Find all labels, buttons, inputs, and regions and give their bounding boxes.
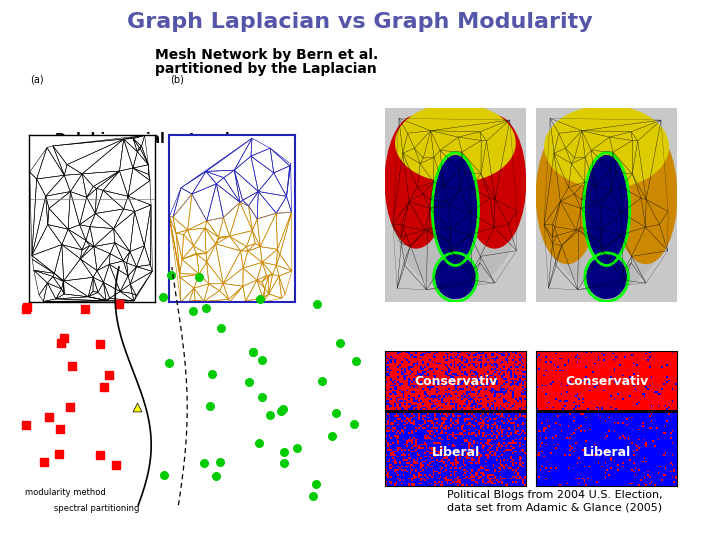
Point	[103, 370, 114, 379]
Point	[279, 458, 290, 467]
Point	[275, 407, 287, 415]
Point	[253, 438, 264, 447]
Text: Liberal: Liberal	[432, 446, 480, 459]
Point	[256, 393, 268, 401]
Point	[21, 420, 32, 429]
Ellipse shape	[585, 156, 628, 262]
Point	[204, 401, 216, 410]
Ellipse shape	[545, 106, 668, 188]
Point	[335, 339, 346, 348]
Point	[247, 347, 258, 356]
Text: Conservativ: Conservativ	[415, 375, 498, 388]
Point	[254, 295, 266, 303]
Point	[66, 361, 78, 370]
Point	[206, 370, 217, 379]
Text: Dolphin social network: Dolphin social network	[55, 132, 234, 146]
Point	[157, 293, 168, 301]
Text: Laplacian: Laplacian	[389, 235, 462, 250]
Point	[163, 359, 175, 367]
Text: Liberal: Liberal	[583, 446, 631, 459]
Point	[131, 403, 143, 411]
Point	[307, 492, 318, 501]
Text: spectral partitioning: spectral partitioning	[54, 504, 140, 513]
Point	[44, 413, 55, 421]
Point	[350, 357, 361, 366]
Point	[111, 461, 122, 470]
Point	[158, 471, 170, 480]
Text: (b): (b)	[170, 74, 184, 84]
Ellipse shape	[436, 256, 475, 299]
Text: (a): (a)	[30, 74, 44, 84]
Text: Political Blogs from 2004 U.S. Election,: Political Blogs from 2004 U.S. Election,	[447, 490, 663, 500]
Point	[54, 424, 66, 433]
Point	[20, 305, 32, 313]
Point	[291, 444, 302, 453]
Point	[256, 355, 268, 364]
Text: data set from Adamic & Glance (2005): data set from Adamic & Glance (2005)	[447, 502, 662, 512]
Point	[348, 420, 360, 428]
Point	[187, 307, 199, 316]
Text: modularity method: modularity method	[25, 488, 106, 497]
Point	[198, 459, 210, 468]
Ellipse shape	[542, 112, 671, 291]
Ellipse shape	[396, 104, 515, 182]
Ellipse shape	[385, 116, 447, 248]
Point	[79, 304, 91, 313]
Point	[165, 270, 176, 279]
Point	[278, 447, 289, 456]
Point	[39, 458, 50, 467]
Ellipse shape	[391, 112, 520, 291]
Point	[113, 300, 125, 309]
Point	[330, 409, 342, 417]
Point	[94, 450, 106, 459]
Ellipse shape	[536, 127, 598, 264]
Point	[277, 404, 289, 413]
Text: Graph Laplacian vs Graph Modularity: Graph Laplacian vs Graph Modularity	[127, 12, 593, 32]
Ellipse shape	[587, 256, 626, 299]
Point	[326, 432, 338, 441]
Point	[194, 273, 205, 281]
Point	[310, 480, 322, 488]
Ellipse shape	[434, 156, 477, 262]
Point	[55, 339, 67, 348]
Point	[21, 303, 32, 312]
Point	[316, 377, 328, 386]
Point	[64, 403, 76, 411]
Point	[264, 411, 275, 420]
Point	[94, 340, 106, 348]
Point	[215, 458, 226, 467]
Point	[311, 300, 323, 309]
Point	[58, 334, 70, 342]
Text: partitioned by the Laplacian: partitioned by the Laplacian	[155, 62, 377, 76]
Point	[247, 348, 258, 356]
Text: Conservativ: Conservativ	[566, 375, 649, 388]
Text: Mesh Network by Bern et al.: Mesh Network by Bern et al.	[155, 48, 378, 62]
Ellipse shape	[464, 116, 526, 248]
Point	[53, 450, 65, 458]
Ellipse shape	[615, 127, 677, 264]
Point	[215, 324, 227, 333]
Text: Modularity: Modularity	[570, 235, 651, 250]
Point	[243, 377, 254, 386]
Point	[210, 472, 222, 481]
Point	[200, 304, 212, 313]
Point	[98, 383, 109, 391]
